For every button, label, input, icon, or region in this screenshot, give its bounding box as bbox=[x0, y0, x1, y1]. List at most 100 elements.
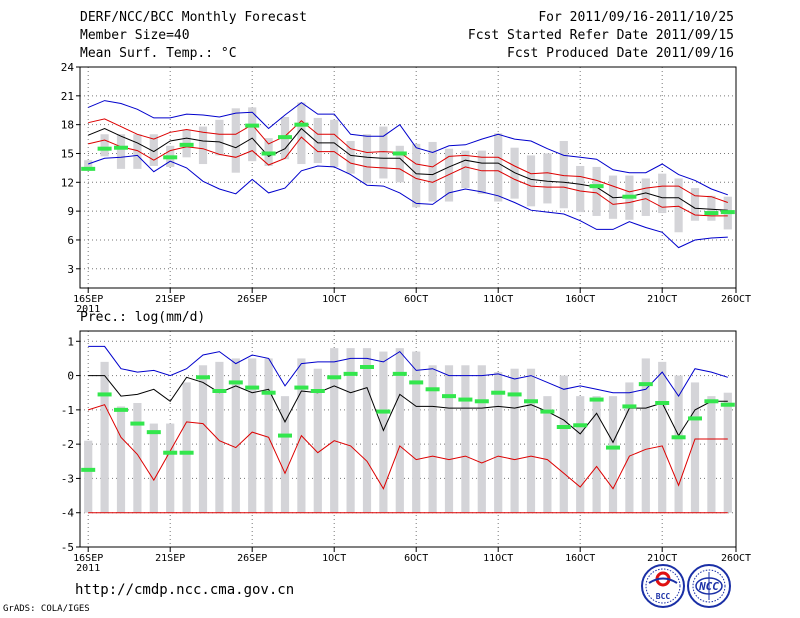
series-line-lower bbox=[88, 136, 728, 217]
y-tick-label: -1 bbox=[61, 404, 74, 417]
observed-marker bbox=[278, 433, 292, 438]
observed-marker bbox=[507, 392, 522, 397]
observed-marker bbox=[81, 467, 96, 472]
spread-box bbox=[592, 396, 601, 513]
series-line-min bbox=[88, 154, 728, 249]
spread-box bbox=[592, 166, 601, 216]
y-tick-label: 0 bbox=[67, 370, 74, 383]
spread-box bbox=[313, 117, 322, 164]
y-tick-label: 21 bbox=[61, 90, 74, 103]
spread-box bbox=[428, 365, 437, 513]
spread-box bbox=[133, 134, 142, 169]
spread-box bbox=[526, 155, 536, 207]
observed-marker bbox=[556, 425, 571, 429]
observed-marker bbox=[622, 194, 637, 199]
observed-marker bbox=[409, 380, 424, 385]
spread-box bbox=[231, 358, 240, 513]
spread-box bbox=[149, 134, 158, 166]
y-tick-label: -2 bbox=[61, 438, 74, 451]
x-tick-label: 26SEP bbox=[237, 553, 267, 564]
observed-marker bbox=[376, 409, 391, 414]
series-line-mean bbox=[88, 127, 728, 211]
x-tick-label: 21OCT bbox=[647, 553, 677, 564]
spread-box bbox=[707, 396, 716, 513]
spread-box bbox=[248, 358, 257, 513]
observed-marker bbox=[392, 371, 407, 376]
spread-box bbox=[149, 423, 158, 513]
spread-box bbox=[608, 396, 618, 513]
x-tick-label: 26OCT bbox=[721, 294, 751, 305]
spread-box bbox=[362, 134, 372, 184]
member-size: Member Size=40 bbox=[80, 28, 190, 43]
spread-box bbox=[494, 133, 503, 202]
spread-box bbox=[346, 140, 355, 174]
observed-marker bbox=[179, 450, 194, 455]
spread-box bbox=[576, 396, 585, 513]
y-tick-label: 24 bbox=[61, 61, 75, 74]
observed-marker bbox=[655, 401, 670, 405]
spread-box bbox=[248, 107, 257, 162]
spread-box bbox=[461, 365, 470, 513]
spread-box bbox=[231, 108, 240, 173]
spread-box bbox=[723, 392, 732, 513]
spread-box bbox=[379, 351, 388, 513]
spread-box bbox=[461, 150, 470, 189]
observed-marker bbox=[622, 404, 637, 409]
observed-marker bbox=[114, 407, 128, 412]
spread-box bbox=[198, 126, 208, 165]
spread-box bbox=[428, 141, 437, 202]
observed-marker bbox=[245, 123, 260, 128]
spread-box bbox=[84, 160, 93, 171]
observed-marker bbox=[540, 409, 555, 414]
spread-box bbox=[658, 361, 667, 513]
observed-marker bbox=[720, 402, 735, 407]
x-tick-label: 21SEP bbox=[155, 294, 185, 305]
spread-box bbox=[543, 396, 552, 513]
spread-box bbox=[198, 365, 208, 513]
spread-box bbox=[412, 143, 421, 208]
spread-box bbox=[395, 348, 404, 513]
spread-box bbox=[330, 348, 339, 513]
observed-marker bbox=[114, 145, 128, 150]
spread-box bbox=[526, 368, 536, 513]
spread-box bbox=[100, 134, 109, 157]
observed-marker bbox=[212, 389, 227, 393]
spread-box bbox=[100, 361, 109, 513]
spread-box bbox=[313, 368, 322, 513]
spread-box bbox=[576, 165, 585, 213]
spread-box bbox=[297, 102, 306, 165]
observed-marker bbox=[245, 385, 260, 390]
series-line-low bbox=[88, 404, 728, 490]
observed-marker bbox=[163, 450, 178, 455]
spread-box bbox=[641, 178, 650, 216]
x-tick-label: 6OCT bbox=[404, 553, 428, 564]
x-tick-label: 11OCT bbox=[483, 553, 513, 564]
x-tick-label: 21OCT bbox=[647, 294, 677, 305]
spread-box bbox=[280, 396, 290, 513]
spread-box bbox=[658, 173, 667, 214]
series-line-max bbox=[88, 345, 728, 398]
plot-frame bbox=[79, 66, 737, 289]
spread-box bbox=[625, 382, 634, 513]
observed-marker bbox=[130, 421, 145, 426]
y-tick-label: -4 bbox=[61, 507, 75, 520]
y-tick-label: 3 bbox=[67, 263, 74, 276]
spread-box bbox=[346, 348, 355, 513]
observed-marker bbox=[179, 142, 194, 147]
x-tick-year-label: 2011 bbox=[76, 304, 100, 315]
spread-box bbox=[182, 382, 191, 513]
observed-marker bbox=[524, 399, 538, 404]
observed-marker bbox=[589, 184, 604, 189]
observed-marker bbox=[491, 390, 506, 395]
spread-box bbox=[215, 361, 224, 513]
observed-marker bbox=[589, 397, 604, 402]
spread-box bbox=[477, 365, 486, 513]
observed-marker bbox=[97, 146, 112, 151]
observed-marker bbox=[704, 399, 719, 404]
observed-marker bbox=[573, 423, 588, 428]
forecast-title: DERF/NCC/BCC Monthly Forecast bbox=[80, 10, 307, 25]
spread-box bbox=[395, 145, 404, 183]
